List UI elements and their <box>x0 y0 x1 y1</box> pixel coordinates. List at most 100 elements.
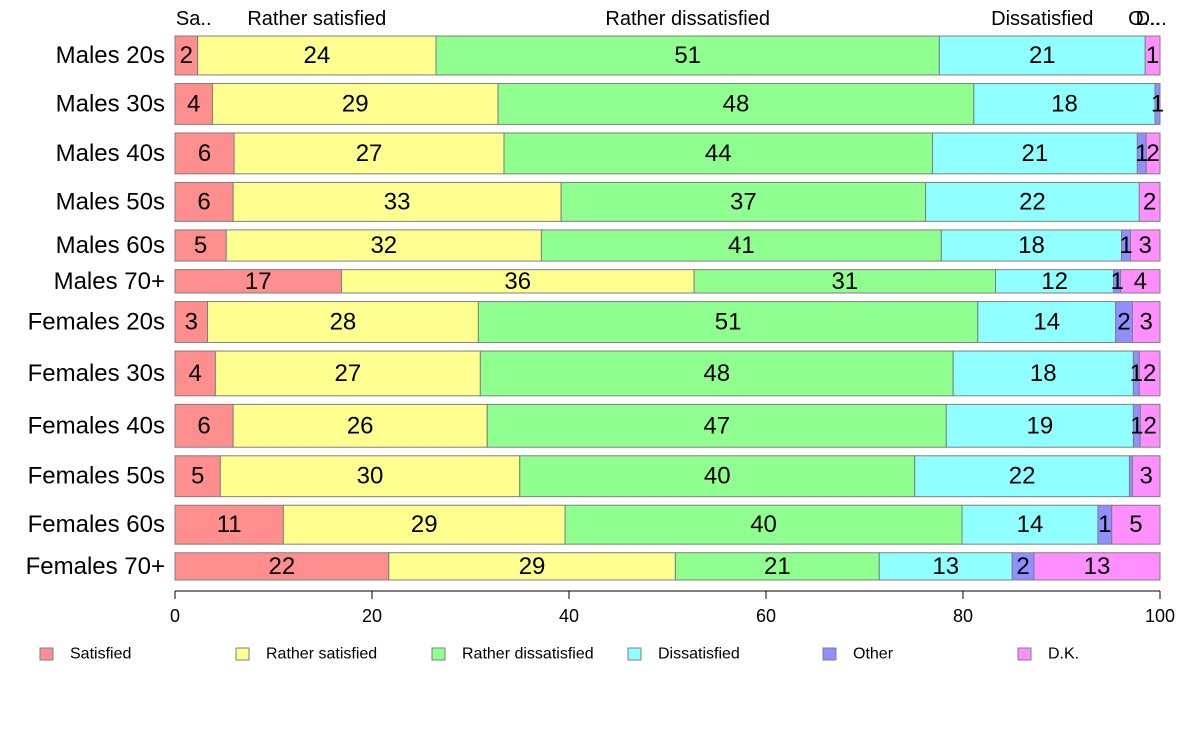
legend-label-satisfied: Satisfied <box>70 646 131 663</box>
legend-swatch-dissatisfied <box>627 647 642 661</box>
data-label-females-70-dissatisfied: 13 <box>932 553 959 580</box>
bar-males-50s-dissatisfied <box>925 181 1140 222</box>
data-label-males-70-d-k: 4 <box>1134 268 1147 295</box>
data-label-males-60s-other: 1 <box>1119 232 1132 259</box>
data-label-males-20s-satisfied: 2 <box>180 42 193 69</box>
data-label-females-30s-other: 1 <box>1130 360 1143 387</box>
data-label-females-20s-rather-dissatisfied: 51 <box>715 309 742 336</box>
data-label-females-50s-rather-satisfied: 30 <box>357 463 384 490</box>
bar-females-60s-satisfied <box>174 504 284 545</box>
row-label-females-40s: Females 40s <box>28 412 165 439</box>
bar-males-20s-d-k <box>1144 35 1161 76</box>
bar-males-30s-dissatisfied <box>973 83 1156 125</box>
data-label-males-60s-d-k: 3 <box>1139 232 1152 259</box>
data-label-males-20s-rather-satisfied: 24 <box>303 42 330 69</box>
bar-males-60s-dissatisfied <box>940 229 1123 262</box>
x-tick-label-40: 40 <box>559 606 579 626</box>
top-label-other: O... <box>1128 8 1160 30</box>
bar-males-60s-rather-satisfied <box>225 229 542 262</box>
x-tick-label-60: 60 <box>756 606 776 626</box>
bar-females-50s-rather-dissatisfied <box>519 455 916 498</box>
data-label-males-40s-rather-dissatisfied: 44 <box>705 140 732 167</box>
bar-males-30s-rather-dissatisfied <box>497 83 975 125</box>
bars-group <box>174 35 1161 581</box>
bar-males-60s-rather-dissatisfied <box>540 229 942 262</box>
data-label-males-60s-rather-satisfied: 32 <box>370 232 397 259</box>
data-label-females-60s-rather-dissatisfied: 40 <box>750 511 777 538</box>
legend: Satisfied Rather satisfied Rather dissatis… <box>39 646 1079 663</box>
data-label-females-40s-other: 1 <box>1130 412 1143 439</box>
row-label-females-20s: Females 20s <box>28 309 165 336</box>
legend-label-rather-dissatisfied: Rather dissatisfied <box>462 646 594 663</box>
legend-swatch-other <box>822 647 837 661</box>
bar-males-30s-other <box>1154 83 1161 125</box>
x-axis: 0 20 40 60 80 100 <box>170 590 1175 626</box>
bar-males-40s-dissatisfied <box>931 132 1138 175</box>
data-label-females-20s-dissatisfied: 14 <box>1033 309 1060 336</box>
data-label-females-70-rather-dissatisfied: 21 <box>764 553 791 580</box>
bar-males-30s-rather-satisfied <box>211 83 499 125</box>
data-label-males-40s-other: 1 <box>1135 140 1148 167</box>
data-label-females-30s-rather-dissatisfied: 48 <box>703 360 730 387</box>
bar-males-50s-satisfied <box>174 181 234 222</box>
bar-females-70-dissatisfied <box>878 552 1013 581</box>
x-tick-label-0: 0 <box>170 606 180 626</box>
top-labels-group: Sa.. Rather satisfied Rather dissatisfied D… <box>176 8 1167 30</box>
data-label-males-50s-rather-satisfied: 33 <box>384 188 411 215</box>
data-label-females-30s-d-k: 2 <box>1143 360 1156 387</box>
bar-females-60s-rather-satisfied <box>282 504 566 545</box>
bar-males-40s-rather-dissatisfied <box>503 132 933 175</box>
row-label-males-30s: Males 30s <box>56 90 165 117</box>
legend-swatch-rather-dissatisfied <box>431 647 446 661</box>
data-label-females-70-satisfied: 22 <box>269 553 296 580</box>
data-label-males-70-rather-dissatisfied: 31 <box>831 268 858 295</box>
top-label-rather-dissatisfied: Rather dissatisfied <box>605 8 770 30</box>
legend-swatch-d-k <box>1017 647 1032 661</box>
bar-females-40s-rather-dissatisfied <box>486 403 947 448</box>
data-label-males-30s-satisfied: 4 <box>187 90 200 117</box>
data-label-males-20s-dissatisfied: 21 <box>1029 42 1056 69</box>
bar-females-30s-d-k <box>1138 350 1161 397</box>
bar-females-60s-d-k <box>1111 504 1161 545</box>
data-label-females-60s-satisfied: 11 <box>217 511 242 538</box>
bar-females-70-satisfied <box>174 552 390 581</box>
data-label-females-60s-dissatisfied: 14 <box>1017 511 1044 538</box>
bar-males-20s-rather-dissatisfied <box>435 35 940 76</box>
bar-females-50s-d-k <box>1131 455 1161 498</box>
data-label-females-70-rather-satisfied: 29 <box>519 553 546 580</box>
bar-males-50s-rather-satisfied <box>232 181 562 222</box>
bar-females-40s-d-k <box>1139 403 1161 448</box>
data-label-females-30s-satisfied: 4 <box>189 360 202 387</box>
legend-label-rather-satisfied: Rather satisfied <box>266 646 377 663</box>
data-label-males-30s-rather-dissatisfied: 48 <box>723 90 750 117</box>
data-label-females-50s-d-k: 3 <box>1140 463 1153 490</box>
data-label-females-30s-dissatisfied: 18 <box>1030 360 1057 387</box>
bar-females-50s-rather-satisfied <box>219 455 521 498</box>
data-label-males-30s-other: 1 <box>1151 90 1164 117</box>
row-label-females-50s: Females 50s <box>28 463 165 490</box>
bar-females-30s-rather-satisfied <box>214 350 481 397</box>
data-label-females-40s-rather-dissatisfied: 47 <box>703 412 730 439</box>
data-label-males-70-rather-satisfied: 36 <box>504 268 531 295</box>
data-label-males-50s-satisfied: 6 <box>197 188 210 215</box>
bar-males-30s-satisfied <box>174 83 213 125</box>
data-label-males-50s-dissatisfied: 22 <box>1019 188 1046 215</box>
x-tick-label-100: 100 <box>1145 606 1175 626</box>
top-label-rather-satisfied: Rather satisfied <box>247 8 386 30</box>
data-label-females-60s-other: 1 <box>1098 511 1111 538</box>
data-label-females-50s-rather-dissatisfied: 40 <box>704 463 731 490</box>
legend-swatch-satisfied <box>39 647 54 661</box>
data-label-females-20s-satisfied: 3 <box>185 309 198 336</box>
data-label-males-20s-rather-dissatisfied: 51 <box>674 42 701 69</box>
data-label-males-70-satisfied: 17 <box>245 268 272 295</box>
legend-label-d-k: D.K. <box>1048 646 1079 663</box>
data-label-males-40s-rather-satisfied: 27 <box>356 140 383 167</box>
row-label-males-20s: Males 20s <box>56 42 165 69</box>
bar-females-70-rather-dissatisfied <box>674 552 880 581</box>
bar-males-40s-d-k <box>1145 132 1161 175</box>
segment-labels-group: 2 24 51 21 14 29 48 18 16 27 44 21 126 33 37 22 25 32 41 18… <box>180 42 1165 580</box>
bar-males-60s-satisfied <box>174 229 227 262</box>
row-label-females-60s: Females 60s <box>28 511 165 538</box>
bar-females-40s-satisfied <box>174 403 234 448</box>
